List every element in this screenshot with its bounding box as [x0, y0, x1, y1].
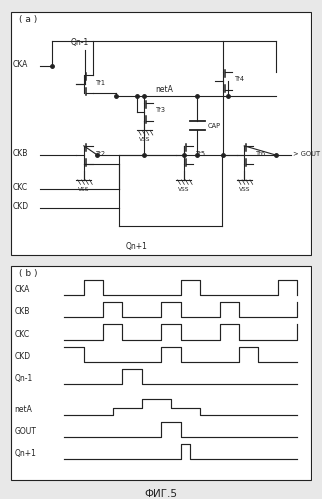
Text: Qn-1: Qn-1 — [70, 38, 89, 47]
Text: Tr2: Tr2 — [96, 151, 106, 157]
Text: CAP: CAP — [208, 123, 221, 129]
Text: > GOUT: > GOUT — [293, 151, 320, 157]
Text: VSS: VSS — [138, 137, 150, 142]
Text: VSS: VSS — [178, 187, 189, 192]
Text: VSS: VSS — [239, 187, 250, 192]
Text: CKB: CKB — [13, 149, 28, 158]
Text: CKB: CKB — [14, 307, 30, 316]
Text: Tr6: Tr6 — [256, 151, 267, 157]
Text: netA: netA — [155, 85, 173, 94]
Text: CKA: CKA — [13, 59, 28, 68]
Text: Tr3: Tr3 — [156, 107, 166, 113]
Text: CKC: CKC — [13, 183, 28, 192]
Text: Tr1: Tr1 — [96, 79, 106, 85]
Text: Tr4: Tr4 — [235, 76, 245, 82]
Text: ( a ): ( a ) — [19, 15, 37, 24]
Text: CKA: CKA — [14, 285, 30, 294]
Text: Qn+1: Qn+1 — [14, 450, 36, 459]
Text: Qn+1: Qn+1 — [126, 242, 148, 250]
Text: ФИГ.5: ФИГ.5 — [145, 489, 177, 499]
Text: netA: netA — [14, 405, 32, 414]
Text: ( b ): ( b ) — [19, 268, 37, 277]
Text: CKD: CKD — [14, 352, 30, 361]
Text: VSS: VSS — [78, 187, 90, 192]
Text: GOUT: GOUT — [14, 427, 36, 436]
Text: CKC: CKC — [14, 330, 29, 339]
Text: Tr5: Tr5 — [196, 151, 206, 157]
Text: Qn-1: Qn-1 — [14, 374, 33, 383]
Text: CKD: CKD — [13, 202, 29, 211]
